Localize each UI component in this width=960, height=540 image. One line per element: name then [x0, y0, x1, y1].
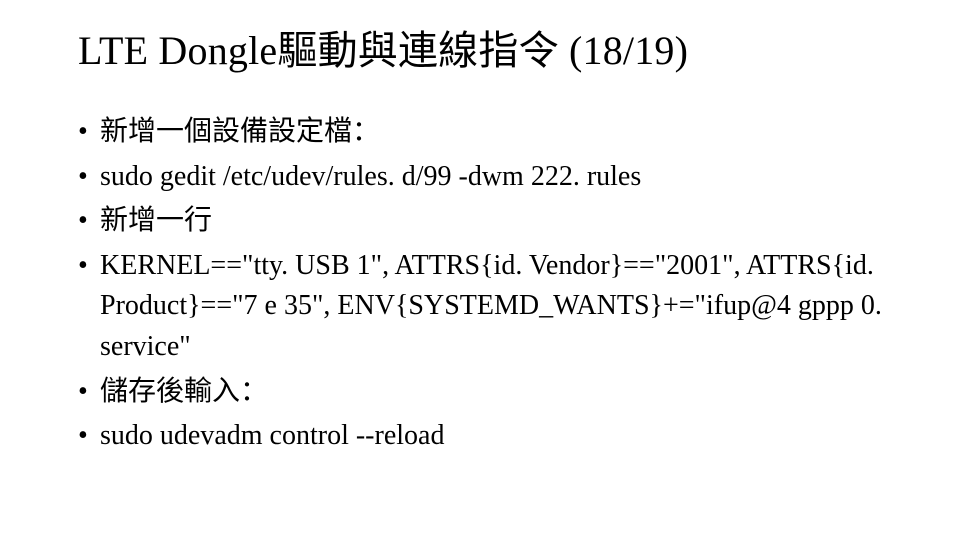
bullet-text: KERNEL=="tty. USB 1", ATTRS{id. Vendor}=…	[100, 250, 882, 362]
bullet-text: 新增一行	[100, 205, 212, 236]
bullet-text: 新增一個設備設定檔：	[100, 116, 380, 147]
list-item: KERNEL=="tty. USB 1", ATTRS{id. Vendor}=…	[78, 246, 900, 368]
list-item: sudo udevadm control --reload	[78, 416, 900, 457]
list-item: 儲存後輸入：	[78, 372, 900, 413]
bullet-text: 儲存後輸入：	[100, 376, 268, 407]
bullet-text: sudo udevadm control --reload	[100, 420, 444, 451]
list-item: 新增一行	[78, 201, 900, 242]
list-item: 新增一個設備設定檔：	[78, 112, 900, 153]
slide-title: LTE Dongle驅動與連線指令 (18/19)	[78, 28, 900, 74]
bullet-list: 新增一個設備設定檔： sudo gedit /etc/udev/rules. d…	[78, 112, 900, 457]
list-item: sudo gedit /etc/udev/rules. d/99 -dwm 22…	[78, 157, 900, 198]
slide: LTE Dongle驅動與連線指令 (18/19) 新增一個設備設定檔： sud…	[0, 0, 960, 540]
bullet-text: sudo gedit /etc/udev/rules. d/99 -dwm 22…	[100, 161, 641, 192]
